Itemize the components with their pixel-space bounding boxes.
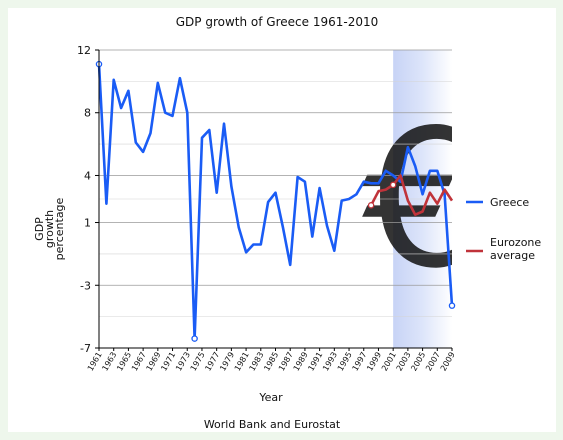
y-tick-label: 8	[84, 107, 91, 120]
series-layer	[95, 60, 456, 342]
y-tick-label: 1	[84, 217, 91, 230]
grid-lines	[99, 49, 452, 349]
series-marker-eurozone	[389, 181, 397, 189]
series-line-greece	[97, 64, 454, 340]
legend-label-eurozone-line-2: average	[490, 249, 535, 262]
legend-label-greece: Greece	[490, 196, 529, 209]
x-axis-label: Year	[258, 391, 283, 404]
y-axis-label-line-1: GDP	[33, 217, 46, 241]
series-marker-greece	[448, 302, 456, 309]
chart-title: GDP growth of Greece 1961-2010	[176, 15, 378, 29]
series-marker-eurozone	[367, 202, 375, 209]
y-axis-ticks: 12 8 4 1 -3 -7	[77, 44, 99, 355]
legend: Greece Eurozone average	[466, 196, 541, 262]
series-marker-greece	[191, 335, 198, 342]
series-line-eurozone	[369, 174, 454, 216]
y-axis-label-line-2: growth	[43, 210, 56, 248]
y-tick-label: -7	[80, 342, 91, 355]
y-axis-label: GDP growth percentage	[33, 197, 66, 260]
y-tick-label: 12	[77, 44, 91, 57]
y-tick-label: 4	[84, 169, 91, 182]
legend-label-eurozone-line-1: Eurozone	[490, 236, 541, 249]
source-caption: World Bank and Eurostat	[204, 418, 341, 431]
y-axis-label-line-3: percentage	[53, 197, 66, 260]
y-tick-label: -3	[80, 279, 91, 292]
